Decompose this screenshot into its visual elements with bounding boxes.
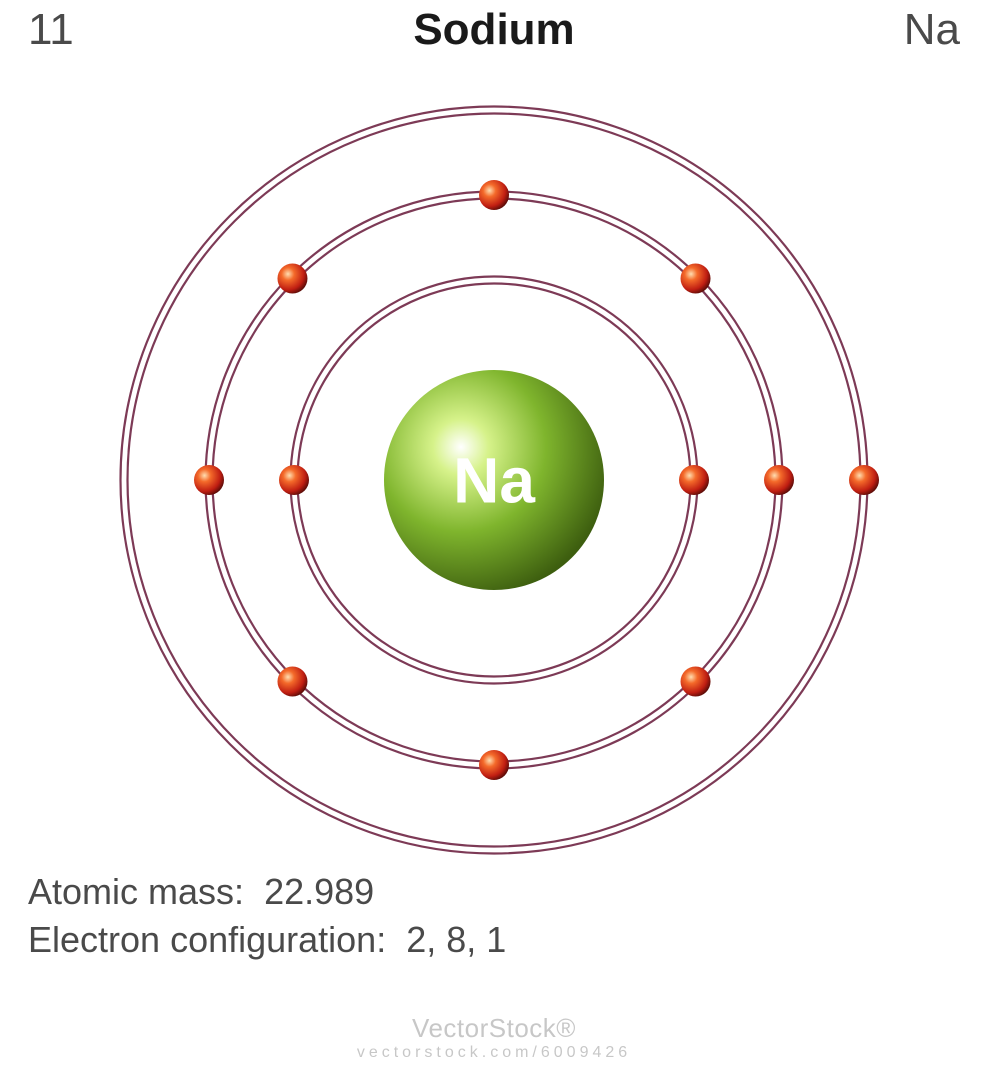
atomic-mass-value: 22.989 [264, 871, 374, 912]
electron-config-row: Electron configuration: 2, 8, 1 [28, 916, 506, 965]
electron-shell1-1 [679, 465, 709, 495]
watermark-brand: VectorStock® [357, 1013, 631, 1044]
atomic-number: 11 [28, 5, 74, 55]
footer-info: Atomic mass: 22.989 Electron configurati… [28, 868, 506, 965]
electron-shell2-3 [479, 750, 509, 780]
atomic-mass-row: Atomic mass: 22.989 [28, 868, 506, 917]
header: 11 Sodium Na [0, 5, 988, 65]
watermark-url: vectorstock.com/6009426 [357, 1044, 631, 1062]
electron-shell2-5 [194, 465, 224, 495]
atomic-mass-label: Atomic mass: [28, 871, 244, 912]
electron-shell1-2 [279, 465, 309, 495]
electron-shell2-4 [277, 667, 307, 697]
electron-shell2-8 [681, 263, 711, 293]
electron-shell2-7 [479, 180, 509, 210]
electron-shell3-1 [849, 465, 879, 495]
nucleus-label: Na [453, 444, 535, 516]
element-symbol-header: Na [904, 5, 960, 55]
electron-shell2-1 [764, 465, 794, 495]
electron-config-label: Electron configuration: [28, 919, 386, 960]
electron-config-value: 2, 8, 1 [406, 919, 506, 960]
element-name: Sodium [413, 5, 574, 55]
electron-shell2-2 [681, 667, 711, 697]
electron-shell2-6 [277, 263, 307, 293]
bohr-diagram: Na [84, 70, 904, 890]
watermark: VectorStock® vectorstock.com/6009426 [357, 1013, 631, 1062]
